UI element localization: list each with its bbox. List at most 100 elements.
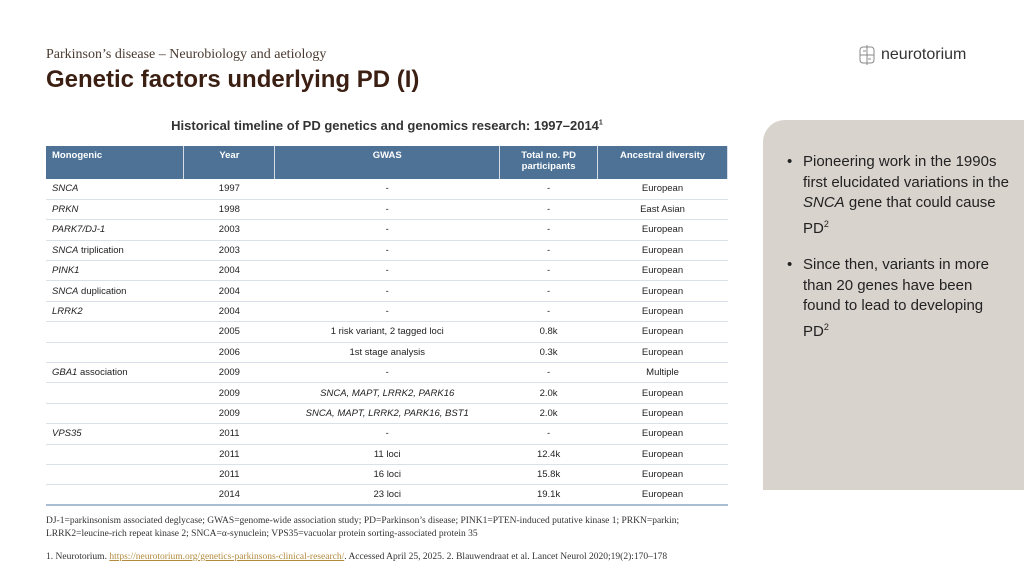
logo: neurotorium (857, 44, 966, 66)
gene: PARK7/DJ-1 (52, 224, 106, 236)
gwas-cell: - (274, 301, 500, 323)
monogenic-cell (46, 444, 184, 465)
year: 2005 (218, 326, 240, 338)
ancestry-cell: European (597, 260, 728, 282)
section-subtitle: Parkinson’s disease – Neurobiology and a… (46, 47, 327, 62)
year: 1998 (218, 204, 240, 216)
year: 2009 (218, 407, 240, 419)
gwas-cell: 23 loci (274, 484, 500, 507)
table-row: 2014 23 loci 19.1k European (46, 484, 728, 507)
total: - (547, 285, 551, 297)
gwas-cell: SNCA, MAPT, LRRK2, PARK16, BST1 (274, 403, 500, 425)
year: 2003 (218, 244, 240, 256)
total-cell: - (499, 219, 598, 241)
gwas-cell: - (274, 219, 500, 241)
year: 2011 (219, 448, 240, 460)
monogenic-cell (46, 382, 184, 404)
total: - (547, 428, 551, 440)
table-row: LRRK2 2004 - - European (46, 301, 728, 323)
ancestry-cell: East Asian (597, 199, 728, 221)
bullet-2: Since then, variants in more than 20 gen… (785, 255, 1010, 342)
gwas: - (385, 428, 389, 440)
gwas-cell: - (274, 240, 500, 262)
gwas: - (385, 204, 389, 216)
table-row: 2009 SNCA, MAPT, LRRK2, PARK16 2.0k Europea… (46, 382, 728, 404)
ancestry: East Asian (640, 204, 685, 216)
gwas-cell: - (274, 280, 500, 302)
gwas: - (385, 224, 389, 236)
year-cell: 2014 (183, 484, 275, 507)
monogenic-cell (46, 403, 184, 425)
total: 0.3k (539, 346, 558, 358)
ancestry: European (641, 469, 684, 481)
gwas: 23 loci (373, 489, 401, 501)
monogenic-cell: GBA1 association (46, 362, 184, 384)
gwas: SNCA, MAPT, LRRK2, PARK16 (320, 387, 455, 399)
total-cell: 0.3k (499, 342, 598, 364)
monogenic-cell: SNCA (46, 179, 184, 200)
monogenic-cell: PINK1 (46, 260, 184, 282)
column-header: Ancestral diversity (597, 146, 728, 179)
table-row: 2011 16 loci 15.8k European (46, 464, 728, 486)
total: - (547, 306, 551, 318)
total-cell: 2.0k (499, 382, 598, 404)
total: 15.8k (536, 469, 561, 481)
page-title: Genetic factors underlying PD (I) (46, 66, 420, 93)
ancestry: European (641, 224, 684, 236)
ancestry: European (641, 285, 684, 297)
table-row: SNCA duplication 2004 - - European (46, 280, 728, 302)
total-cell: 2.0k (499, 403, 598, 425)
year-cell: 2003 (183, 219, 275, 241)
total: - (547, 204, 551, 216)
gene: SNCA (52, 183, 79, 195)
gene: GBA1 (52, 367, 78, 379)
year: 1997 (218, 183, 240, 195)
ancestry-cell: European (597, 321, 728, 343)
ancestry: European (641, 306, 684, 318)
year-cell: 2011 (183, 423, 275, 445)
gwas-cell: - (274, 423, 500, 445)
gwas: - (385, 306, 389, 318)
year-cell: 2004 (183, 260, 275, 282)
ancestry: European (641, 244, 684, 256)
table-row: PARK7/DJ-1 2003 - - European (46, 219, 728, 241)
ancestry: European (641, 428, 684, 440)
total-cell: 15.8k (499, 464, 598, 486)
table-row: 2006 1st stage analysis 0.3k European (46, 342, 728, 364)
gwas: 1 risk variant, 2 tagged loci (330, 326, 444, 338)
ancestry-cell: Multiple (597, 362, 728, 384)
ancestry-cell: European (597, 484, 728, 507)
column-header: Monogenic (46, 146, 185, 179)
year-cell: 2005 (183, 321, 275, 343)
total: - (547, 265, 551, 277)
year: 2011 (219, 428, 240, 440)
bullet-1: Pioneering work in the 1990s first eluci… (785, 152, 1010, 239)
table-row: SNCA 1997 - - European (46, 179, 728, 200)
monogenic-cell (46, 464, 184, 486)
total-cell: - (499, 240, 598, 262)
column-header: Year (183, 146, 276, 179)
ancestry-cell: European (597, 219, 728, 241)
gene-suffix: duplication (78, 285, 127, 297)
total: 19.1k (536, 489, 561, 501)
gwas-cell: 11 loci (274, 444, 500, 465)
table-row: PINK1 2004 - - European (46, 260, 728, 282)
genetics-timeline-table: Monogenic Year GWAS Total no. PD participan… (46, 146, 728, 507)
year: 2004 (218, 285, 240, 297)
ref-pre: 1. Neurotorium. (46, 552, 110, 562)
gene-suffix: triplication (78, 244, 124, 256)
gwas-cell: - (274, 179, 500, 200)
abbreviations-footnote: DJ-1=parkinsonism associated deglycase; … (46, 516, 680, 539)
year-cell: 1998 (183, 199, 275, 221)
total-cell: - (499, 199, 598, 221)
year: 2009 (218, 387, 240, 399)
references: 1. Neurotorium. https://neurotorium.org/… (46, 552, 667, 562)
ref-link[interactable]: https://neurotorium.org/genetics-parkins… (109, 552, 345, 562)
gwas: 16 loci (373, 469, 401, 481)
table-row: 2009 SNCA, MAPT, LRRK2, PARK16, BST1 2.0k E… (46, 403, 728, 425)
year: 2009 (218, 367, 240, 379)
logo-text: neurotorium (881, 46, 967, 63)
gene: SNCA (52, 285, 79, 297)
caption-text: Historical timeline of PD genetics and g… (171, 118, 599, 133)
table-row: VPS35 2011 - - European (46, 423, 728, 445)
